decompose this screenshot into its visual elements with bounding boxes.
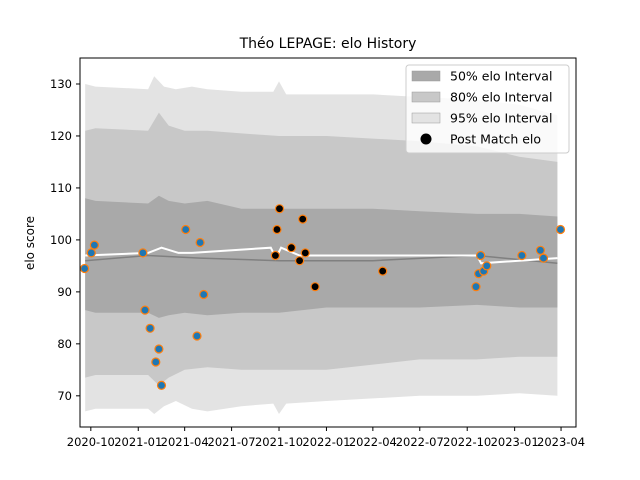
y-tick-label: 110 [50, 181, 72, 195]
legend-label: 50% elo Interval [450, 69, 552, 84]
x-tick-label: 2022-07 [396, 435, 444, 449]
x-tick-label: 2021-04 [161, 435, 209, 449]
x-tick-label: 2023-01 [491, 435, 539, 449]
data-point [151, 357, 161, 367]
data-point [272, 224, 282, 235]
data-point [270, 250, 280, 261]
chart-title: Théo LEPAGE: elo History [239, 36, 417, 52]
data-point [535, 245, 546, 255]
y-axis: 70 80 90 100 110 120 130 [50, 77, 80, 403]
x-tick-label: 2021-01 [114, 435, 162, 449]
y-tick-label: 100 [50, 233, 72, 247]
interval-bands [85, 76, 558, 414]
data-point [89, 240, 100, 250]
x-tick-label: 2021-07 [208, 435, 256, 449]
legend-swatch-50pct-elo-interval [411, 70, 441, 82]
legend-swatch-95pct-elo-interval [411, 112, 441, 124]
data-point [476, 250, 486, 261]
x-tick-label: 2022-10 [443, 435, 491, 449]
legend: 50% elo Interval 80% elo Interval 95% elo … [405, 64, 570, 154]
legend-label: 95% elo Interval [450, 111, 552, 126]
data-point [154, 344, 164, 354]
y-tick-label: 90 [57, 285, 72, 299]
y-tick-label: 130 [50, 77, 72, 91]
x-tick-label: 2023-04 [537, 435, 585, 449]
data-point [538, 253, 549, 263]
legend-label: 80% elo Interval [450, 90, 552, 105]
data-point [555, 224, 566, 235]
data-point [181, 224, 191, 235]
data-point [295, 256, 305, 266]
x-tick-label: 2021-10 [255, 435, 303, 449]
data-point [199, 289, 209, 300]
plot-frame [79, 57, 577, 428]
y-tick-label: 80 [57, 337, 72, 351]
data-point [86, 248, 96, 258]
legend-marker-post-match-elo [420, 133, 432, 145]
data-point [310, 282, 320, 292]
data-point [300, 248, 310, 258]
x-tick-label: 2022-04 [349, 435, 397, 449]
data-point [517, 250, 527, 261]
x-tick-label: 2022-01 [302, 435, 350, 449]
y-tick-label: 120 [50, 129, 72, 143]
data-point [298, 214, 308, 224]
data-point [274, 204, 285, 214]
band-50pct-elo-interval [85, 195, 558, 318]
legend-box [405, 64, 570, 154]
data-point [286, 243, 296, 253]
data-point [138, 248, 148, 258]
data-point [79, 263, 90, 274]
x-tick-label: 2020-10 [67, 435, 115, 449]
data-point [471, 282, 481, 292]
y-axis-label: elo score [23, 216, 37, 270]
data-point [378, 266, 388, 276]
data-point [156, 380, 167, 390]
y-tick-label: 70 [57, 389, 72, 403]
legend-label: Post Match elo [450, 132, 541, 147]
post-match-points [79, 204, 566, 390]
data-point [195, 237, 205, 248]
data-point [145, 323, 155, 333]
data-point [482, 261, 492, 271]
data-point [140, 305, 150, 315]
legend-swatch-80pct-elo-interval [411, 91, 441, 103]
data-point [192, 331, 202, 341]
